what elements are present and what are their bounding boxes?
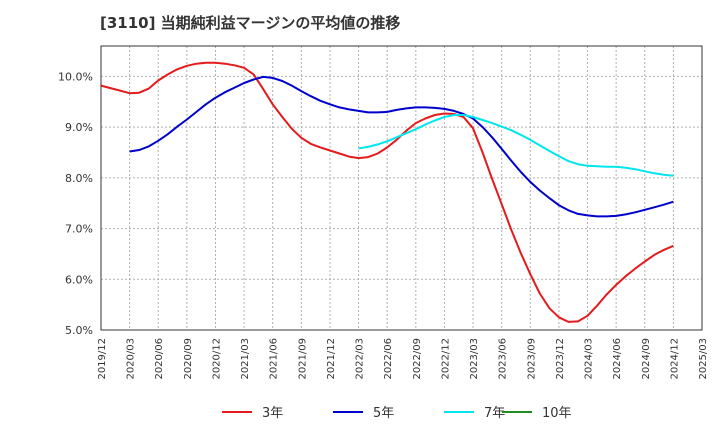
x-tick-label: 2021/12 bbox=[326, 338, 337, 380]
plot-area bbox=[100, 45, 703, 331]
legend-label-3: 10年 bbox=[542, 406, 572, 421]
x-tick-label: 2023/09 bbox=[526, 338, 537, 380]
x-tick-label: 2024/12 bbox=[669, 338, 680, 380]
y-tick-label: 6.0% bbox=[65, 273, 93, 286]
legend: 3年 5年 7年 10年 bbox=[222, 406, 572, 421]
x-tick-label: 2021/03 bbox=[240, 338, 251, 380]
legend-label-1: 5年 bbox=[373, 406, 394, 421]
x-tick-label: 2022/03 bbox=[355, 338, 366, 380]
x-tick-label: 2021/09 bbox=[297, 338, 308, 380]
y-tick-label: 8.0% bbox=[65, 172, 93, 185]
x-axis: 2019/12 2020/03 2020/06 2020/09 2020/12 2021/… bbox=[97, 338, 709, 380]
y-tick-label: 10.0% bbox=[58, 70, 93, 83]
x-tick-label: 2025/03 bbox=[698, 338, 709, 380]
x-tick-label: 2020/06 bbox=[154, 338, 165, 380]
x-tick-label: 2024/06 bbox=[612, 338, 623, 380]
x-tick-label: 2020/12 bbox=[211, 338, 222, 380]
legend-label-2: 7年 bbox=[484, 406, 505, 421]
x-tick-label: 2020/09 bbox=[183, 338, 194, 380]
x-tick-label: 2024/09 bbox=[641, 338, 652, 380]
x-tick-label: 2021/06 bbox=[269, 338, 280, 380]
y-axis: 5.0% 6.0% 7.0% 8.0% 9.0% 10.0% bbox=[58, 70, 93, 337]
x-tick-label: 2022/06 bbox=[383, 338, 394, 380]
chart-title: [3110] 当期純利益マージンの平均値の推移 bbox=[100, 14, 401, 32]
y-tick-label: 9.0% bbox=[65, 121, 93, 134]
legend-label-0: 3年 bbox=[262, 406, 283, 421]
series-lines bbox=[100, 61, 674, 323]
y-tick-label: 7.0% bbox=[65, 223, 93, 236]
x-tick-label: 2023/12 bbox=[555, 338, 566, 380]
x-tick-label: 2024/03 bbox=[584, 338, 595, 380]
x-tick-label: 2023/06 bbox=[498, 338, 509, 380]
plot-frame bbox=[100, 45, 703, 331]
series-line-0 bbox=[100, 61, 674, 323]
x-tick-label: 2022/09 bbox=[412, 338, 423, 380]
x-tick-label: 2019/12 bbox=[97, 338, 108, 380]
grid-lines bbox=[100, 46, 703, 331]
series-line-2 bbox=[358, 114, 674, 177]
x-tick-label: 2022/12 bbox=[440, 338, 451, 380]
y-tick-label: 5.0% bbox=[65, 324, 93, 337]
series-line-1 bbox=[129, 75, 674, 218]
x-tick-label: 2020/03 bbox=[126, 338, 137, 380]
x-tick-label: 2023/03 bbox=[469, 338, 480, 380]
